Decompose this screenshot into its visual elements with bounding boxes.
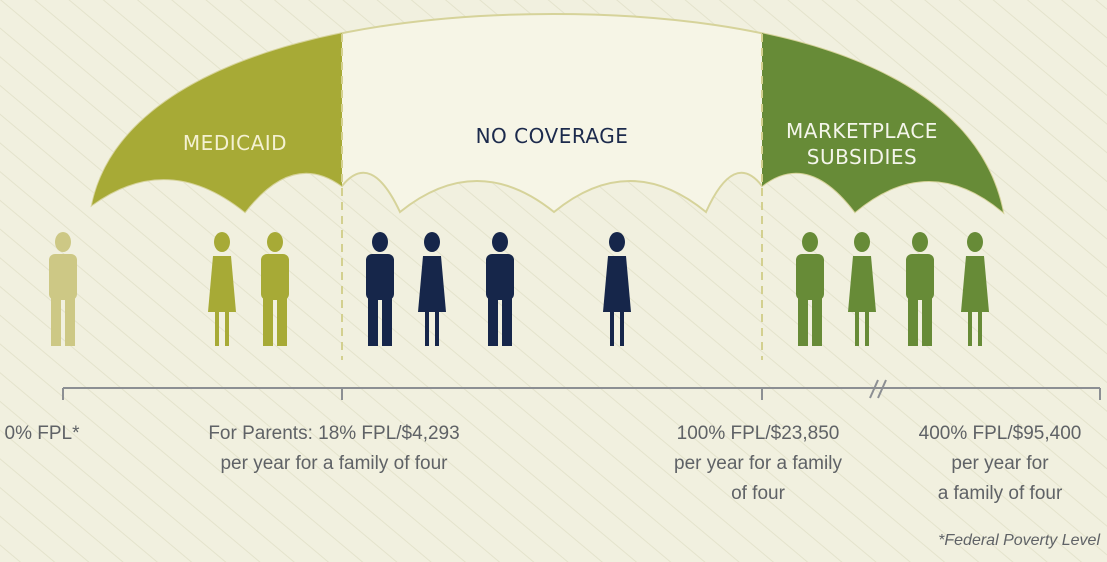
scale-label: per year for a family of four xyxy=(220,453,448,474)
figure-part xyxy=(263,298,273,346)
scale-label: 400% FPL/$95,400 xyxy=(919,423,1082,444)
scale-label: For Parents: 18% FPL/$4,293 xyxy=(208,423,459,444)
figure-part xyxy=(368,298,378,346)
scale-label: 0% FPL* xyxy=(5,423,81,444)
segment-label: MARKETPLACE xyxy=(786,119,938,143)
figure-part xyxy=(978,310,982,346)
scale-label: 100% FPL/$23,850 xyxy=(677,423,840,444)
figure-part xyxy=(912,232,928,252)
figure-part xyxy=(51,298,61,346)
figure-part xyxy=(366,254,394,300)
figure-part xyxy=(798,298,808,346)
segment-label: SUBSIDIES xyxy=(807,145,917,169)
scale-label: per year for xyxy=(951,453,1049,474)
figure-part xyxy=(865,310,869,346)
figure-part xyxy=(215,310,219,346)
figure-part xyxy=(372,232,388,252)
figure-part xyxy=(855,310,859,346)
figure-part xyxy=(435,310,439,346)
infographic: MEDICAID NO COVERAGE MARKETPLACE SUBSIDI… xyxy=(0,0,1107,562)
figure-part xyxy=(277,298,287,346)
figure-part xyxy=(610,310,614,346)
scale-label: of four xyxy=(731,483,786,504)
footnote: *Federal Poverty Level xyxy=(938,532,1100,549)
figure-part xyxy=(424,232,440,252)
figure-part xyxy=(486,254,514,300)
figure-part xyxy=(609,232,625,252)
figure-part xyxy=(502,298,512,346)
figure-part xyxy=(492,232,508,252)
scale-label: a family of four xyxy=(938,483,1063,504)
figure-part xyxy=(488,298,498,346)
figure-part xyxy=(225,310,229,346)
figure-part xyxy=(214,232,230,252)
figure-part xyxy=(55,232,71,252)
figure-part xyxy=(908,298,918,346)
figure-part xyxy=(968,310,972,346)
figure-part xyxy=(382,298,392,346)
figure-part xyxy=(802,232,818,252)
figure-part xyxy=(261,254,289,300)
figure-part xyxy=(267,232,283,252)
figure-part xyxy=(922,298,932,346)
figure-part xyxy=(620,310,624,346)
segment-label: NO COVERAGE xyxy=(476,124,629,148)
figure-part xyxy=(49,254,77,300)
figure-part xyxy=(854,232,870,252)
figure-part xyxy=(967,232,983,252)
scale-label: per year for a family xyxy=(674,453,842,474)
segment-label: MEDICAID xyxy=(183,131,287,155)
figure-part xyxy=(425,310,429,346)
figure-part xyxy=(812,298,822,346)
figure-part xyxy=(906,254,934,300)
figure-part xyxy=(65,298,75,346)
figure-part xyxy=(796,254,824,300)
